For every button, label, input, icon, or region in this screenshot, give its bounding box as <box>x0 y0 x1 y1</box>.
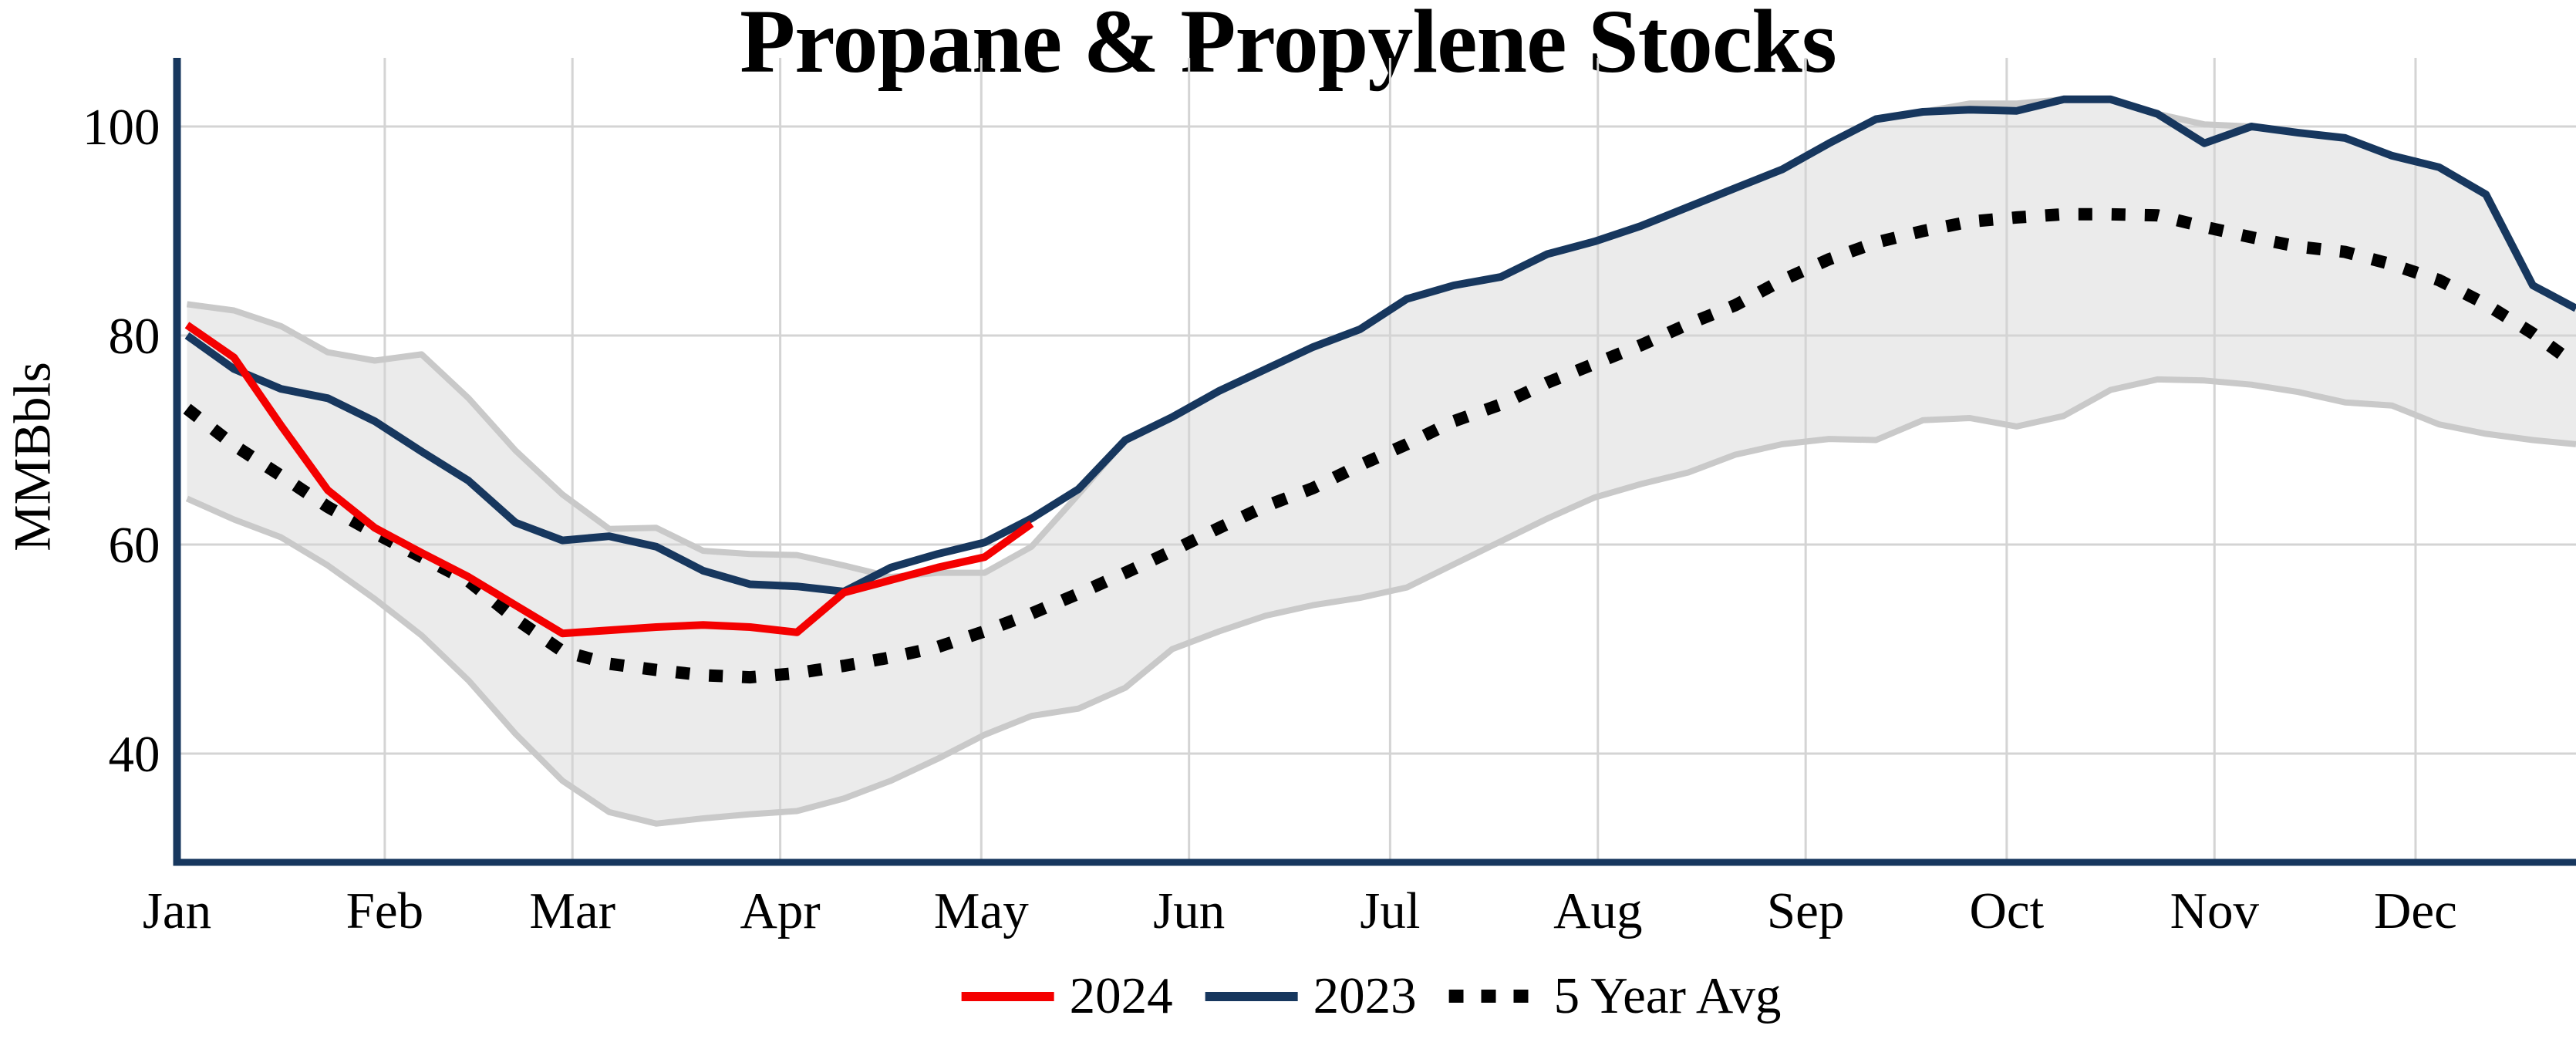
x-tick-label: Feb <box>346 882 424 939</box>
x-tick-label: Oct <box>1969 882 2044 939</box>
line-2023 <box>184 95 2576 595</box>
legend: 2024 2023 5 Year Avg <box>961 967 1782 1024</box>
x-tick-label: Aug <box>1553 882 1642 939</box>
x-tick-label: Jun <box>1153 882 1225 939</box>
x-tick-label: Apr <box>740 882 820 939</box>
y-tick-label: 40 <box>109 726 160 783</box>
five-year-range-bottom-edge <box>185 376 2576 827</box>
x-tick-label: Sep <box>1767 882 1845 939</box>
y-tick-label: 80 <box>109 308 160 365</box>
legend-2024-label: 2024 <box>1069 967 1173 1024</box>
legend-5yr-avg-label: 5 Year Avg <box>1553 967 1782 1024</box>
chart-title: Propane & Propylene Stocks <box>740 0 1837 92</box>
x-tick-label: Nov <box>2170 882 2260 939</box>
legend-2024-line-icon <box>961 991 1054 1001</box>
x-tick-label: Jan <box>143 882 211 939</box>
y-tick-label: 60 <box>109 517 160 574</box>
legend-2023-label: 2023 <box>1313 967 1417 1024</box>
legend-2023-line-icon <box>1205 991 1298 1001</box>
legend-item-5yr-avg: 5 Year Avg <box>1448 967 1782 1024</box>
legend-5yr-avg-dotted-line-icon <box>1448 990 1539 1003</box>
line-2024 <box>184 322 1034 638</box>
x-tick-label: Jul <box>1360 882 1420 939</box>
legend-item-2023: 2023 <box>1205 970 1417 1022</box>
five-year-range-band <box>187 99 2576 824</box>
x-tick-label: Mar <box>529 882 615 939</box>
five-year-avg-line <box>183 207 2576 684</box>
gridlines <box>176 58 2576 862</box>
x-tick-label: May <box>934 882 1029 939</box>
x-tick-label: Dec <box>2374 882 2457 939</box>
legend-item-2024: 2024 <box>961 967 1173 1024</box>
y-tick-label: 100 <box>83 99 160 156</box>
